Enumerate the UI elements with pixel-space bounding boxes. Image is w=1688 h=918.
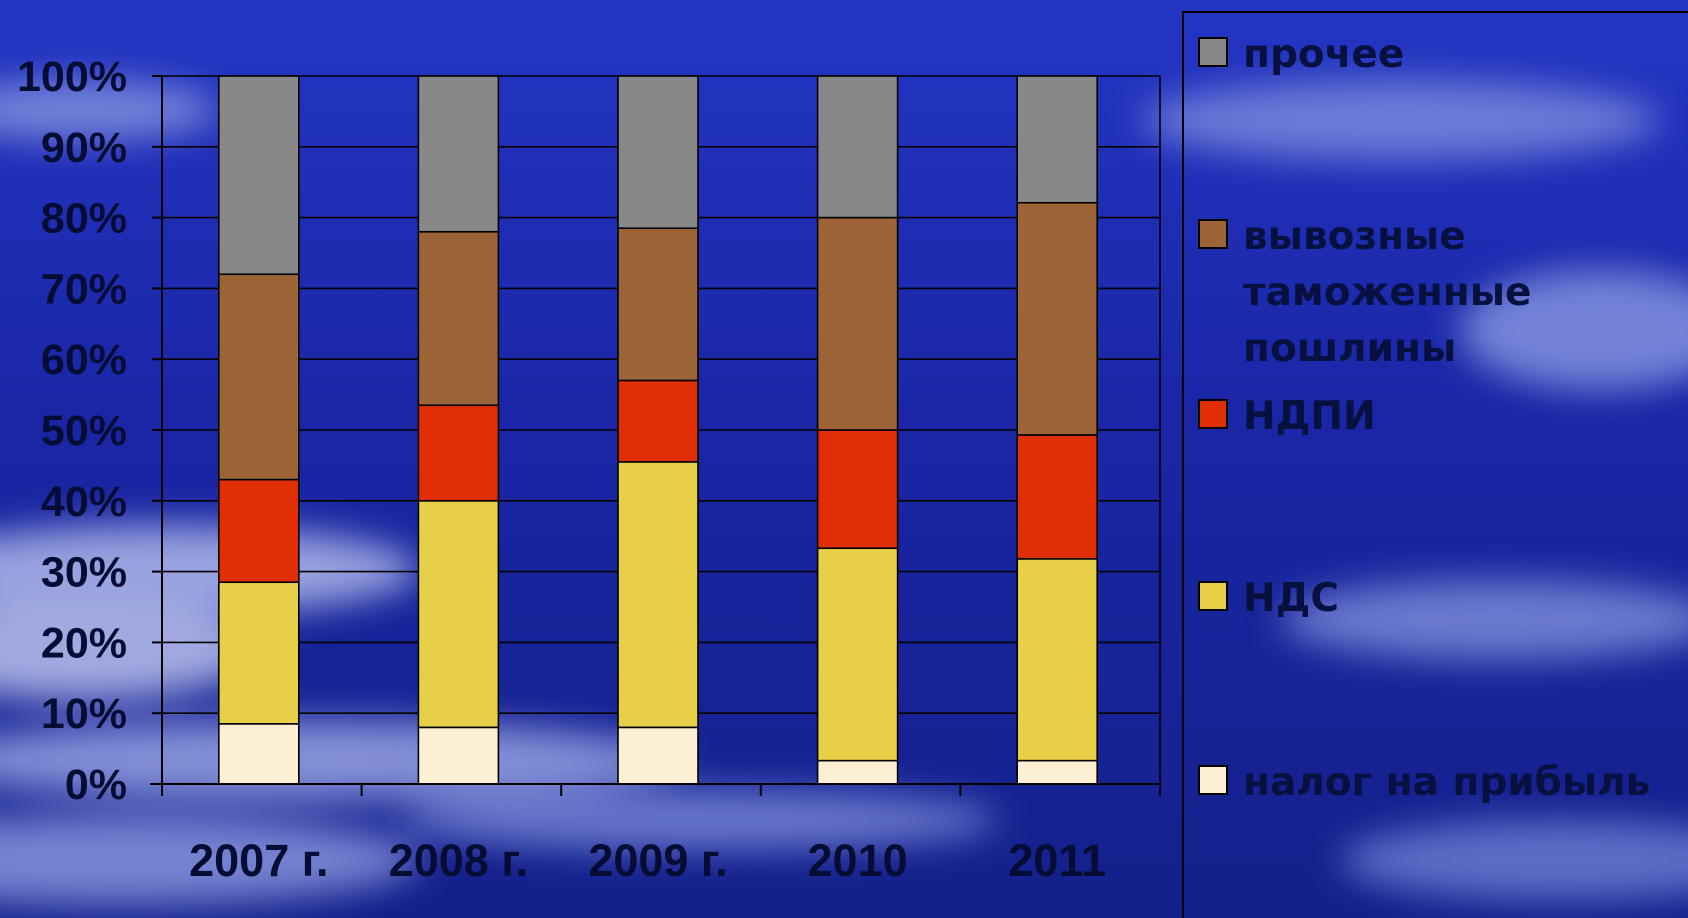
bar-segment — [218, 273, 300, 481]
x-tick-label: 2008 г. — [389, 835, 528, 886]
legend-swatch — [1198, 399, 1228, 429]
legend-label: налог на прибыль — [1243, 760, 1650, 805]
bar-segment — [1016, 201, 1099, 436]
y-tick-label: 100% — [17, 53, 127, 101]
bar-segment — [816, 75, 899, 219]
x-tick-label: 2009 г. — [588, 835, 727, 886]
bar-segment — [417, 230, 500, 407]
y-tick-label: 50% — [41, 407, 127, 455]
legend-box — [1182, 11, 1688, 918]
bar-segment — [218, 478, 300, 584]
bar-segment — [617, 726, 699, 785]
bar-segment — [417, 75, 500, 233]
legend-label: НДПИ — [1243, 394, 1376, 439]
bar-segment — [218, 723, 300, 785]
y-tick-label: 60% — [41, 336, 127, 384]
y-tick-label: 0% — [65, 761, 127, 809]
y-tick-label: 40% — [41, 478, 127, 526]
bar-segment — [417, 499, 500, 729]
y-tick-label: 70% — [41, 265, 127, 313]
bar-segment — [417, 404, 500, 502]
legend-swatch — [1198, 581, 1228, 611]
bar-segment — [816, 216, 899, 431]
y-tick-label: 20% — [41, 619, 127, 667]
legend-swatch — [1198, 219, 1228, 249]
x-tick-label: 2007 г. — [189, 835, 328, 886]
x-tick-label: 2010 — [808, 835, 908, 886]
x-tick-label: 2011 — [1008, 835, 1106, 886]
bar-segment — [1016, 558, 1099, 762]
y-tick-label: 90% — [41, 124, 127, 172]
bar-segment — [816, 547, 899, 762]
bar-segment — [417, 726, 500, 785]
legend-label: НДС — [1243, 576, 1339, 621]
y-tick-label: 80% — [41, 195, 127, 243]
bar-segment — [816, 429, 899, 550]
bar-segment — [1016, 75, 1099, 204]
legend-label: прочее — [1243, 32, 1404, 77]
bar-segment — [617, 75, 699, 230]
y-tick-label: 10% — [41, 690, 127, 738]
y-tick-label: 30% — [41, 549, 127, 597]
legend-swatch — [1198, 37, 1228, 67]
legend-label: вывозные таможенные пошлины — [1243, 214, 1531, 371]
bar-segment — [218, 581, 300, 725]
legend-swatch — [1198, 765, 1228, 795]
bar-segment — [617, 379, 699, 463]
bar-segment — [816, 759, 899, 785]
bar-segment — [1016, 759, 1099, 785]
bar-segment — [218, 75, 300, 276]
bar-segment — [617, 461, 699, 729]
bar-segment — [1016, 434, 1099, 560]
bar-segment — [617, 227, 699, 382]
